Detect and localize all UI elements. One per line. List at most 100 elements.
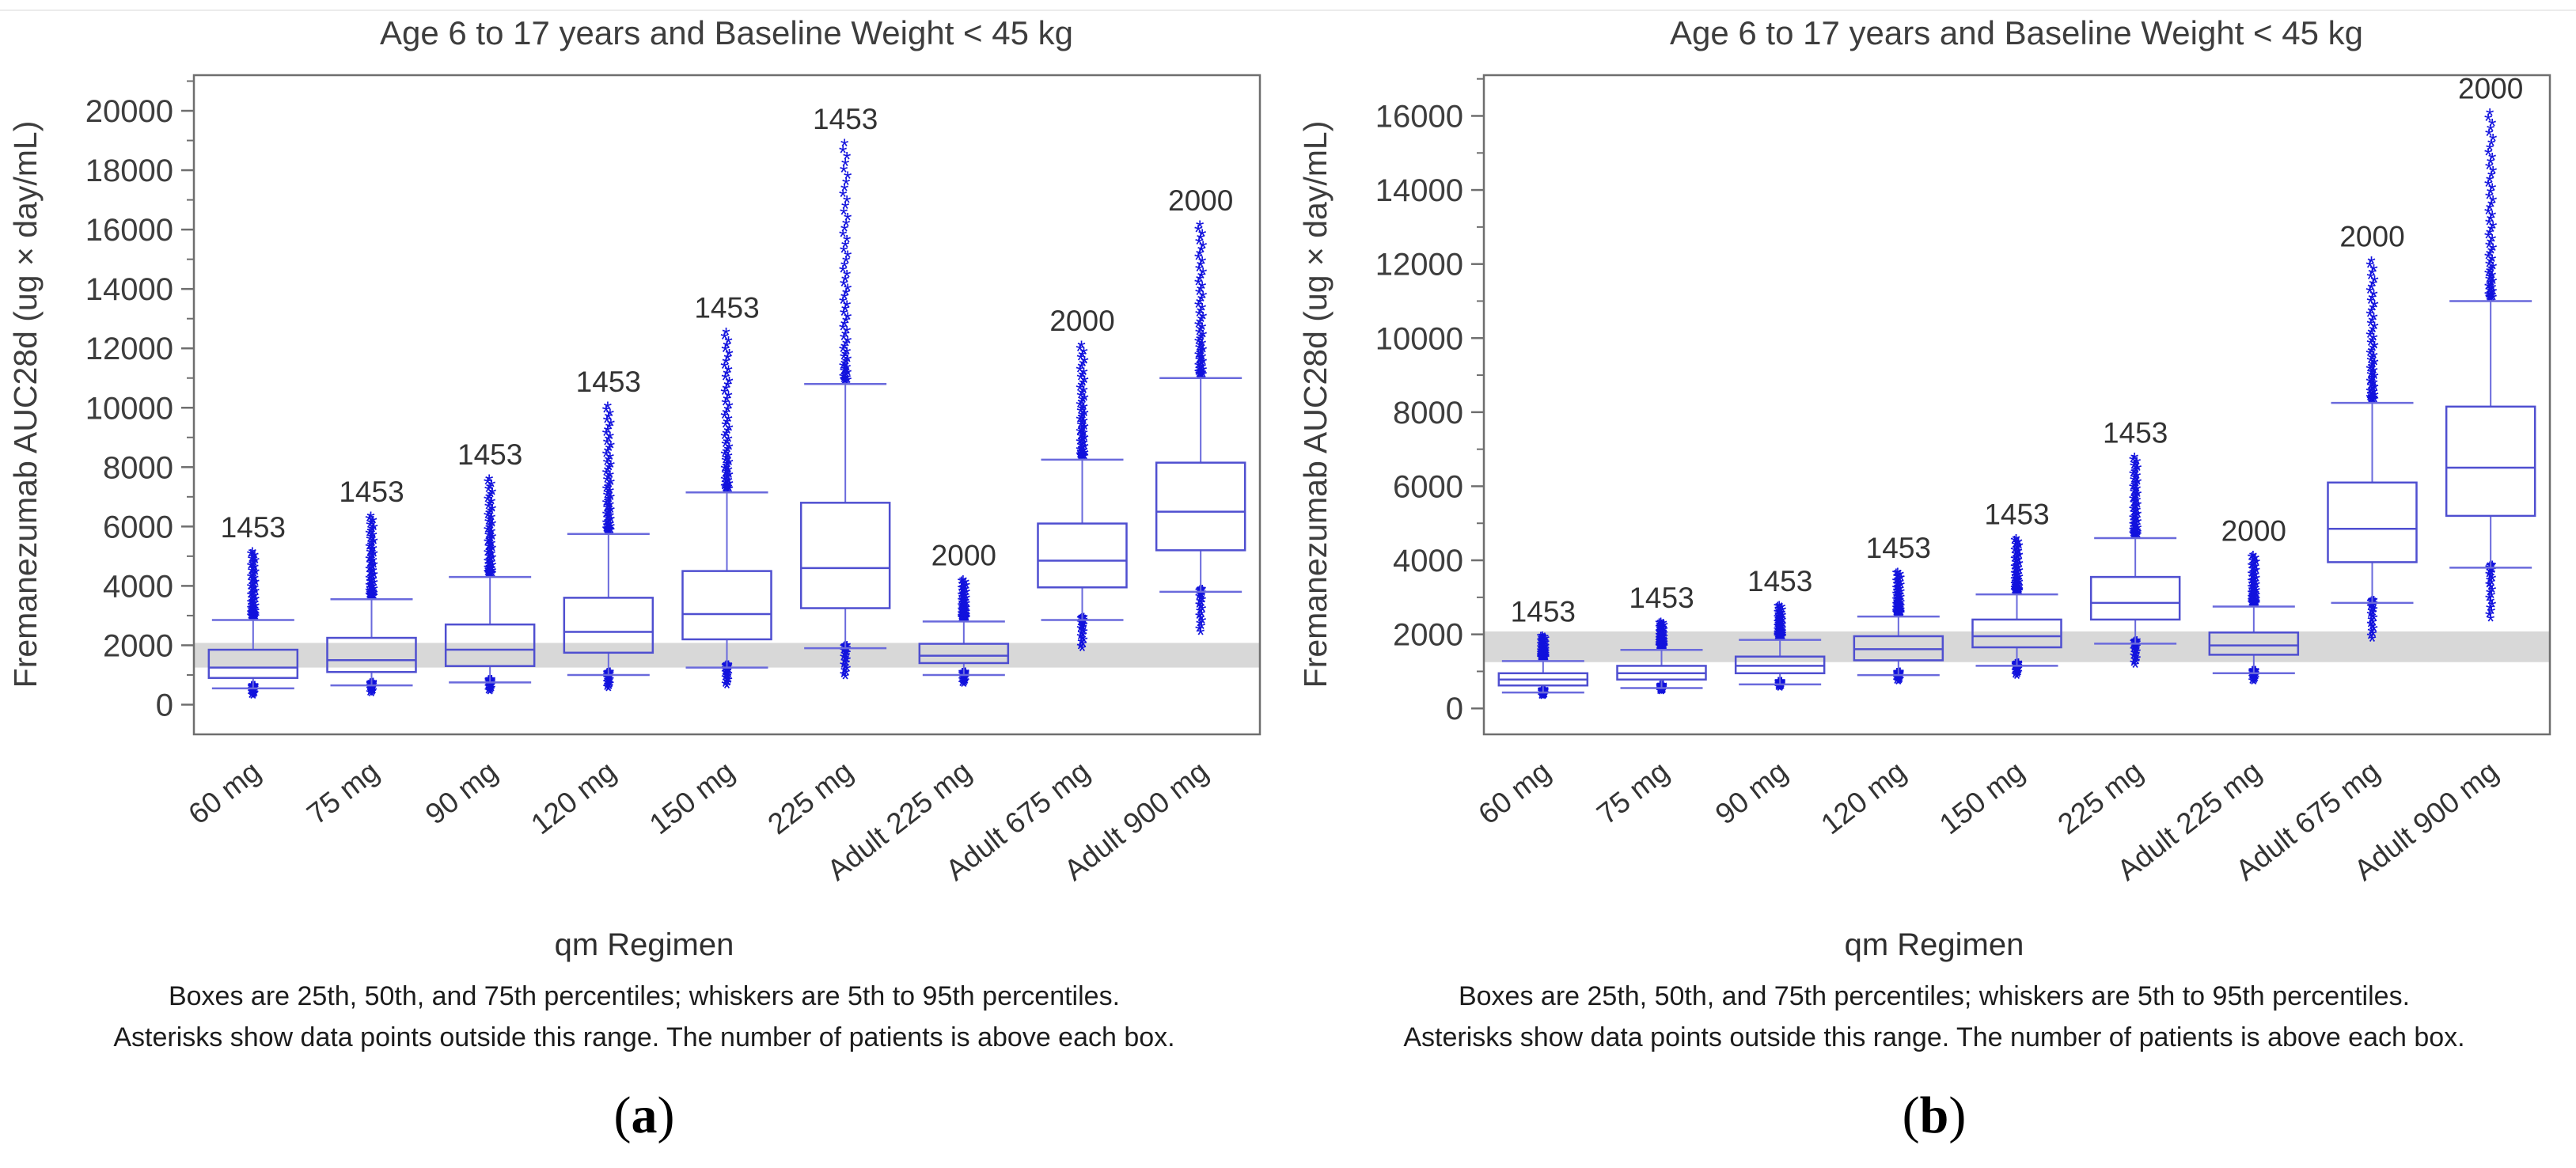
outlier-asterisk: * (2015, 546, 2024, 570)
outlier-asterisk: * (2368, 599, 2377, 623)
outlier-asterisk: * (1655, 630, 1664, 654)
outlier-asterisk: * (1775, 674, 1784, 698)
outlier-asterisk: * (1896, 596, 1905, 620)
outlier-asterisk: * (840, 161, 848, 184)
outlier-asterisk: * (2252, 566, 2260, 590)
outlier-asterisk: * (1540, 631, 1549, 654)
outlier-asterisk: * (1076, 416, 1085, 440)
y-tick-label: 20000 (85, 94, 173, 129)
outlier-asterisk: * (607, 415, 616, 438)
outlier-asterisk: * (1657, 628, 1666, 651)
outlier-asterisk: * (252, 552, 260, 575)
outlier-asterisk: * (2013, 538, 2022, 562)
outlier-asterisk: * (603, 510, 612, 533)
outlier-asterisk: * (721, 465, 730, 488)
outlier-asterisk: * (1895, 669, 1904, 692)
outlier-asterisk: * (367, 541, 376, 565)
outlier-asterisk: * (844, 332, 852, 355)
outlier-asterisk: * (1895, 666, 1904, 690)
outlier-asterisk: * (961, 604, 969, 628)
outlier-asterisk: * (248, 543, 257, 567)
outlier-asterisk: * (1774, 627, 1783, 650)
outlier-asterisk: * (961, 584, 969, 608)
outlier-asterisk: * (249, 548, 258, 572)
outlier-asterisk: * (841, 360, 850, 384)
outlier-asterisk: * (1542, 647, 1550, 671)
outlier-asterisk: * (725, 466, 734, 490)
outlier-asterisk: * (2015, 578, 2024, 601)
outlier-asterisk: * (487, 674, 495, 698)
outlier-asterisk: * (1774, 625, 1783, 649)
outlier-asterisk: * (2131, 455, 2140, 479)
outlier-asterisk: * (2487, 260, 2496, 283)
outlier-asterisk: * (842, 335, 851, 358)
caption-a: (a) (0, 1086, 1288, 1146)
outlier-asterisk: * (723, 463, 731, 487)
outlier-asterisk: * (1198, 252, 1207, 275)
outlier-asterisk: * (1198, 612, 1207, 635)
outlier-asterisk: * (2367, 302, 2376, 326)
outlier-asterisk: * (1892, 579, 1901, 603)
outlier-asterisk: * (1538, 639, 1547, 662)
outlier-asterisk: * (605, 490, 614, 514)
outlier-asterisk: * (1196, 313, 1205, 336)
outlier-asterisk: * (252, 574, 260, 597)
outlier-asterisk: * (958, 575, 967, 599)
outlier-asterisk: * (841, 658, 850, 681)
outlier-asterisk: * (2131, 637, 2140, 661)
outlier-asterisk: * (723, 449, 731, 473)
outlier-asterisk: * (1541, 632, 1550, 656)
outlier-asterisk: * (2369, 299, 2377, 323)
outlier-asterisk: * (2251, 593, 2259, 617)
outlier-asterisk: * (2366, 334, 2375, 358)
outlier-asterisk: * (839, 261, 848, 285)
outlier-asterisk: * (248, 567, 257, 590)
outlier-asterisk: * (2015, 562, 2024, 586)
outlier-asterisk: * (1656, 628, 1664, 651)
outlier-asterisk: * (367, 681, 376, 705)
outlier-asterisk: * (2248, 575, 2257, 599)
outlier-asterisk: * (251, 559, 260, 582)
outlier-asterisk: * (2249, 591, 2258, 615)
outlier-asterisk: * (2013, 663, 2021, 687)
outlier-asterisk: * (2131, 634, 2140, 658)
outlier-asterisk: * (2369, 339, 2377, 363)
outlier-asterisk: * (250, 597, 259, 621)
outlier-asterisk: * (1539, 643, 1548, 666)
outlier-asterisk: * (724, 332, 733, 355)
outlier-asterisk: * (1777, 623, 1785, 647)
y-tick-label: 0 (1446, 692, 1463, 726)
outlier-asterisk: * (606, 466, 615, 490)
outlier-asterisk: * (2252, 569, 2261, 593)
outlier-asterisk: * (486, 495, 495, 519)
outlier-asterisk: * (2367, 602, 2376, 626)
outlier-asterisk: * (1776, 622, 1785, 646)
outlier-asterisk: * (2367, 358, 2376, 381)
outlier-asterisk: * (1077, 358, 1086, 381)
outlier-asterisk: * (1194, 332, 1203, 356)
outlier-asterisk: * (2251, 582, 2259, 606)
outlier-asterisk: * (1894, 563, 1903, 587)
outlier-asterisk: * (1774, 613, 1782, 637)
outlier-asterisk: * (2489, 239, 2498, 263)
outlier-asterisk: * (1659, 635, 1667, 658)
outlier-asterisk: * (2252, 562, 2261, 586)
outlier-asterisk: * (2013, 544, 2021, 567)
outlier-asterisk: * (1078, 426, 1087, 449)
outlier-asterisk: * (1538, 683, 1546, 707)
outlier-asterisk: * (1896, 666, 1905, 689)
outlier-asterisk: * (723, 349, 732, 373)
outlier-asterisk: * (485, 680, 494, 703)
outlier-asterisk: * (2130, 523, 2138, 547)
outlier-asterisk: * (2250, 666, 2259, 690)
outlier-asterisk: * (1894, 599, 1903, 623)
outlier-asterisk: * (1659, 633, 1667, 657)
outlier-asterisk: * (484, 498, 493, 521)
outlier-asterisk: * (962, 672, 970, 696)
outlier-asterisk: * (1656, 620, 1664, 644)
outlier-asterisk: * (1775, 677, 1784, 701)
outlier-asterisk: * (252, 590, 260, 614)
outlier-asterisk: * (2487, 586, 2496, 610)
outlier-asterisk: * (958, 579, 966, 603)
outlier-asterisk: * (1538, 633, 1546, 657)
